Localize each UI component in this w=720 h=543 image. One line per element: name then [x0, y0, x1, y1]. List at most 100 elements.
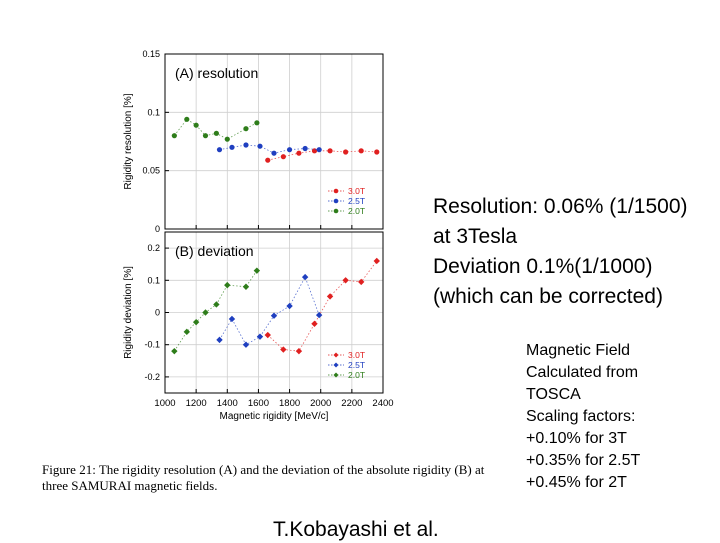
data-point-3.0T — [342, 277, 349, 284]
y-tick-label: 0.1 — [147, 275, 160, 285]
y-tick-label: -0.1 — [144, 340, 160, 350]
series-line-2.0T — [174, 270, 258, 352]
y-tick-label: 0 — [155, 308, 160, 318]
data-point-2.0T — [242, 283, 250, 290]
x-tick-label: 1200 — [186, 398, 207, 409]
data-point-3.0T — [264, 331, 271, 339]
resolution-summary-line: Resolution: 0.06% (1/1500) — [433, 195, 688, 218]
data-point-3.0T — [280, 154, 286, 160]
data-point-2.5T — [270, 312, 278, 319]
magnetic-field-note-line: Scaling factors: — [526, 408, 636, 425]
data-point-2.5T — [316, 147, 322, 153]
data-point-2.0T — [202, 133, 209, 139]
data-point-2.0T — [254, 120, 260, 126]
x-tick-label: 2000 — [310, 398, 331, 409]
data-point-3.0T — [327, 148, 333, 154]
data-point-3.0T — [265, 157, 271, 163]
x-tick-label: 1000 — [154, 398, 175, 409]
data-point-3.0T — [295, 347, 303, 355]
y-axis-label: Rigidity resolution [%] — [123, 93, 134, 189]
legend-marker — [333, 188, 339, 194]
magnetic-field-note: Magnetic Field Calculated from TOSCA Sca… — [526, 340, 716, 494]
data-point-3.0T — [343, 149, 349, 155]
data-point-2.0T — [183, 328, 190, 336]
data-point-3.0T — [374, 149, 380, 155]
data-point-2.0T — [224, 281, 231, 289]
chart-panel-deviation: -0.2 -0.1 0 0.1 0.2 1000 1200 1400 1600 1800 2000 2… — [123, 231, 394, 422]
series-line-3.0T — [267, 260, 378, 352]
data-point-3.0T — [358, 148, 364, 154]
data-point-2.5T — [315, 311, 323, 319]
data-point-2.0T — [224, 136, 230, 142]
x-tick-label: 2200 — [341, 398, 362, 409]
data-point-2.0T — [171, 133, 177, 139]
data-point-2.0T — [202, 309, 209, 316]
figure-caption: Figure 21: The rigidity resolution (A) a… — [42, 462, 485, 493]
legend-marker — [333, 208, 339, 214]
data-point-2.5T — [271, 150, 277, 156]
data-point-3.0T — [373, 257, 380, 265]
data-point-2.5T — [286, 147, 293, 153]
x-tick-label: 1400 — [217, 398, 238, 409]
y-axis-label: Rigidity deviation [%] — [123, 266, 134, 359]
resolution-summary-line: (which can be corrected) — [433, 285, 663, 308]
y-tick-label: 0.1 — [147, 107, 160, 117]
panel-title: (B) deviation — [175, 243, 254, 259]
legend-marker — [333, 198, 339, 204]
chart-panel-resolution: 0 0.05 0.1 0.15 (A) resolution Rigidity resol… — [123, 49, 384, 234]
legend-label: 3.0T — [348, 186, 365, 196]
data-point-2.5T — [229, 144, 235, 150]
plot-frame — [164, 53, 384, 230]
data-point-2.5T — [242, 341, 250, 348]
legend: 3.0T2.5T2.0T — [328, 186, 365, 216]
legend-marker — [333, 352, 339, 358]
series-line-2.5T — [219, 276, 320, 346]
data-point-2.5T — [301, 273, 309, 281]
data-point-2.0T — [171, 347, 178, 355]
legend-marker — [333, 362, 339, 368]
x-tick-label: 1800 — [279, 398, 300, 409]
data-point-2.0T — [184, 116, 190, 122]
data-point-2.5T — [228, 315, 236, 323]
data-point-2.0T — [213, 130, 219, 136]
legend-label: 3.0T — [348, 350, 365, 360]
data-point-3.0T — [311, 320, 318, 327]
series-line-3.0T — [267, 150, 377, 161]
y-tick-label: -0.2 — [144, 372, 160, 382]
legend-label: 2.0T — [348, 370, 365, 380]
magnetic-field-note-line: +0.10% for 3T — [526, 430, 627, 447]
x-tick-label: 1600 — [248, 398, 269, 409]
data-point-2.0T — [253, 267, 261, 274]
data-point-2.0T — [243, 126, 249, 132]
author-credit: T.Kobayashi et al. — [273, 518, 439, 541]
y-tick-label: 0.15 — [142, 49, 160, 59]
y-tick-label: 0 — [155, 224, 160, 234]
magnetic-field-note-line: +0.35% for 2.5T — [526, 452, 641, 469]
y-tick-label: 0.2 — [147, 243, 160, 253]
resolution-summary-line: at 3Tesla — [433, 225, 518, 248]
x-axis-label: Magnetic rigidity [MeV/c] — [220, 411, 329, 422]
data-point-3.0T — [326, 293, 334, 300]
data-point-2.5T — [257, 143, 263, 149]
legend: 3.0T2.5T2.0T — [328, 350, 365, 380]
data-point-3.0T — [280, 346, 287, 353]
legend-label: 2.5T — [348, 196, 365, 206]
data-point-2.0T — [192, 318, 200, 326]
y-tick-label: 0.05 — [142, 166, 160, 176]
resolution-summary-line: Deviation 0.1%(1/1000) — [433, 255, 653, 278]
data-point-2.0T — [213, 301, 220, 308]
data-point-2.5T — [243, 142, 249, 148]
magnetic-field-note-line: Magnetic Field — [526, 342, 631, 359]
data-point-2.5T — [216, 147, 223, 153]
data-point-2.0T — [193, 122, 199, 128]
data-point-3.0T — [358, 278, 365, 286]
panel-title: (A) resolution — [175, 65, 258, 81]
data-point-2.5T — [216, 336, 223, 344]
resolution-summary: Resolution: 0.06% (1/1500) at 3Tesla Dev… — [433, 192, 720, 312]
legend-label: 2.5T — [348, 360, 365, 370]
data-point-2.5T — [256, 333, 264, 340]
legend-label: 2.0T — [348, 206, 365, 216]
data-point-3.0T — [296, 150, 302, 156]
x-tick-label: 2400 — [372, 398, 393, 409]
